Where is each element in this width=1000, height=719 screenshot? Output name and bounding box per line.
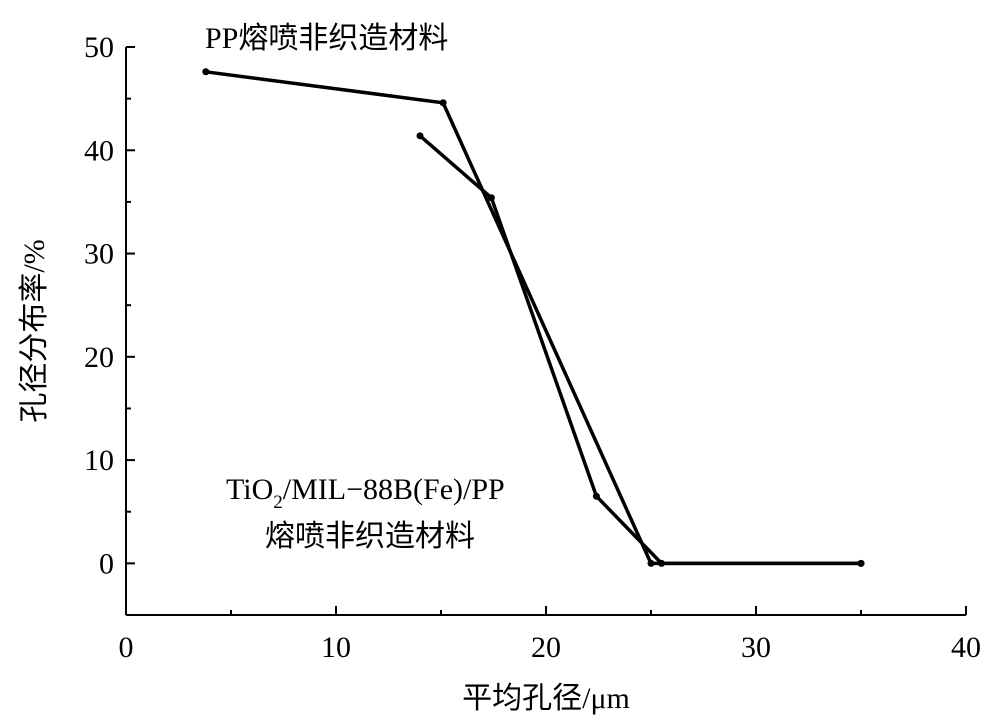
pp-series-label: PP熔喷非织造材料 (205, 22, 448, 55)
series-1-point (647, 559, 655, 567)
tio2-series-label-line1: TiO2/MIL−88B(Fe)/PP (226, 473, 505, 513)
tio2-label-base: TiO (226, 473, 273, 506)
y-tick-label: 10 (84, 444, 114, 477)
y-tick-label: 30 (84, 238, 114, 271)
data-series (202, 68, 865, 567)
y-tick-label: 50 (84, 31, 114, 64)
tio2-series-label-line2: 熔喷非织造材料 (265, 520, 475, 553)
x-tick-label: 10 (321, 631, 351, 664)
y-tick-label: 20 (84, 341, 114, 374)
series-2-point (592, 492, 600, 500)
x-tick-label: 30 (741, 631, 771, 664)
series-2-point (416, 132, 424, 140)
y-axis-ticks: 0 10 20 30 40 50 (84, 31, 135, 616)
series-1-point (202, 68, 210, 76)
tio2-label-subscript: 2 (273, 492, 283, 513)
y-tick-label: 40 (84, 134, 114, 167)
series-1-point (439, 99, 447, 107)
series-2-point (487, 194, 495, 202)
series-2-point (658, 559, 665, 567)
x-tick-label: 40 (951, 631, 981, 664)
series-2-point (857, 559, 865, 567)
y-axis-title: 孔径分布率/% (18, 239, 51, 422)
x-axis-ticks: 0 10 20 30 40 (119, 606, 981, 664)
tio2-label-rest: /MIL−88B(Fe)/PP (283, 473, 505, 506)
y-tick-label: 0 (99, 547, 114, 580)
x-tick-label: 0 (119, 631, 134, 664)
x-axis-title: 平均孔径/μm (462, 682, 630, 715)
x-tick-label: 20 (531, 631, 561, 664)
